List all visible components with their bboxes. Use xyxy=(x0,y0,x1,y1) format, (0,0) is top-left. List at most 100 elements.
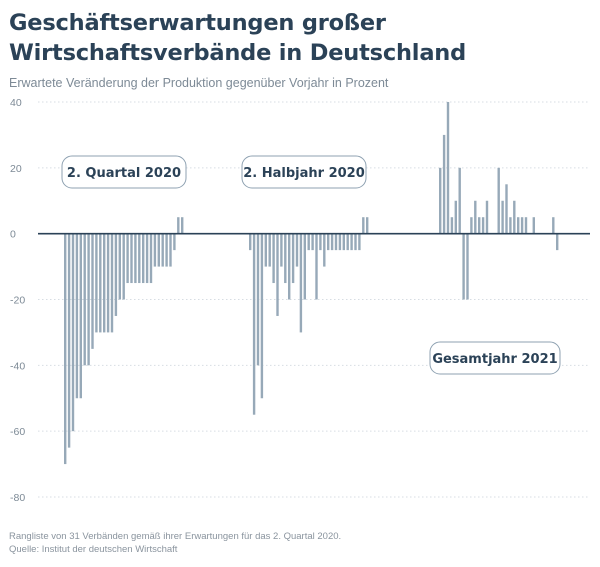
bar xyxy=(462,233,465,300)
bar xyxy=(470,217,473,234)
bar xyxy=(252,233,256,415)
bar xyxy=(323,233,326,267)
bar xyxy=(315,233,318,300)
bar xyxy=(260,233,264,399)
y-tick-label: -20 xyxy=(10,295,25,307)
bar xyxy=(334,233,338,251)
bar xyxy=(256,233,260,366)
bar xyxy=(71,233,75,432)
bar xyxy=(354,233,357,251)
bar xyxy=(338,233,342,251)
bar xyxy=(114,233,118,316)
y-tick-label: 0 xyxy=(10,229,16,241)
bar xyxy=(342,233,345,251)
bar xyxy=(446,102,450,234)
bar xyxy=(134,233,137,284)
series-label-box xyxy=(241,155,367,189)
bar xyxy=(481,217,485,234)
bar xyxy=(91,233,94,349)
bar xyxy=(311,233,314,251)
bar xyxy=(177,217,180,234)
bar xyxy=(87,233,90,366)
bar xyxy=(299,233,303,333)
bar xyxy=(478,217,481,234)
bar xyxy=(181,217,184,234)
series-label: Gesamtjahr 2021 xyxy=(432,352,557,367)
chart-title-line-1: Geschäftserwartungen großer xyxy=(9,10,386,36)
bar xyxy=(358,233,361,251)
bar xyxy=(552,217,555,234)
bar xyxy=(75,233,79,399)
bar xyxy=(276,233,279,316)
bar xyxy=(466,233,469,300)
bar xyxy=(520,217,524,234)
bar xyxy=(346,233,349,251)
bar xyxy=(126,233,129,284)
bar xyxy=(272,233,275,284)
bar xyxy=(79,233,82,399)
bar xyxy=(517,217,520,234)
bar xyxy=(442,134,446,234)
bar xyxy=(149,233,153,284)
bar xyxy=(95,233,98,333)
bar xyxy=(303,233,306,300)
bar xyxy=(249,233,252,251)
bar xyxy=(138,233,141,284)
bar xyxy=(288,233,291,300)
bar xyxy=(130,233,133,284)
series-label-box xyxy=(429,341,561,375)
bar xyxy=(485,200,489,234)
bar xyxy=(439,167,442,234)
bar xyxy=(165,233,168,267)
bar xyxy=(454,200,457,234)
bar xyxy=(291,233,295,284)
bar xyxy=(295,233,299,267)
chart-title-line-2: Wirtschaftsverbände in Deutschland xyxy=(9,40,467,66)
bar xyxy=(556,233,559,251)
bar xyxy=(83,233,86,366)
y-tick-label: -80 xyxy=(10,492,25,504)
y-tick-label: 40 xyxy=(10,97,22,109)
bar xyxy=(450,217,454,234)
bar xyxy=(99,233,102,333)
bar xyxy=(513,200,516,234)
bar xyxy=(307,233,310,251)
bar xyxy=(366,217,369,234)
bar xyxy=(103,233,106,333)
bar xyxy=(284,233,287,284)
bar xyxy=(268,233,271,267)
bar xyxy=(327,233,330,251)
bar xyxy=(64,233,67,465)
bar xyxy=(330,233,334,251)
bar xyxy=(362,217,365,234)
y-tick-label: -40 xyxy=(10,360,25,372)
chart-footer: Rangliste von 31 Verbänden gemäß ihrer E… xyxy=(9,530,341,556)
bar xyxy=(106,233,110,333)
y-tick-label: 20 xyxy=(10,163,22,175)
bar xyxy=(67,233,71,448)
footer-source: Quelle: Institut der deutschen Wirtschaf… xyxy=(9,544,178,555)
chart-subtitle: Erwartete Veränderung der Produktion geg… xyxy=(9,76,389,90)
bar xyxy=(157,233,160,267)
bar xyxy=(524,217,528,234)
bar xyxy=(264,233,267,267)
series-label: 2. Quartal 2020 xyxy=(67,166,181,181)
bar xyxy=(142,233,145,284)
series-label-box xyxy=(61,155,187,189)
bar xyxy=(458,167,461,234)
bar xyxy=(319,233,322,251)
bar xyxy=(497,167,500,234)
footer-note: Rangliste von 31 Verbänden gemäß ihrer E… xyxy=(9,531,342,542)
bar xyxy=(474,200,477,234)
bar xyxy=(118,233,121,300)
bar xyxy=(280,233,283,267)
bar xyxy=(509,217,512,234)
chart-title: Geschäftserwartungen großer Wirtschaftsv… xyxy=(9,8,589,68)
bar xyxy=(169,233,172,267)
bar xyxy=(145,233,149,284)
bar xyxy=(350,233,353,251)
bar xyxy=(153,233,157,267)
bar xyxy=(173,233,176,251)
bar xyxy=(161,233,164,267)
